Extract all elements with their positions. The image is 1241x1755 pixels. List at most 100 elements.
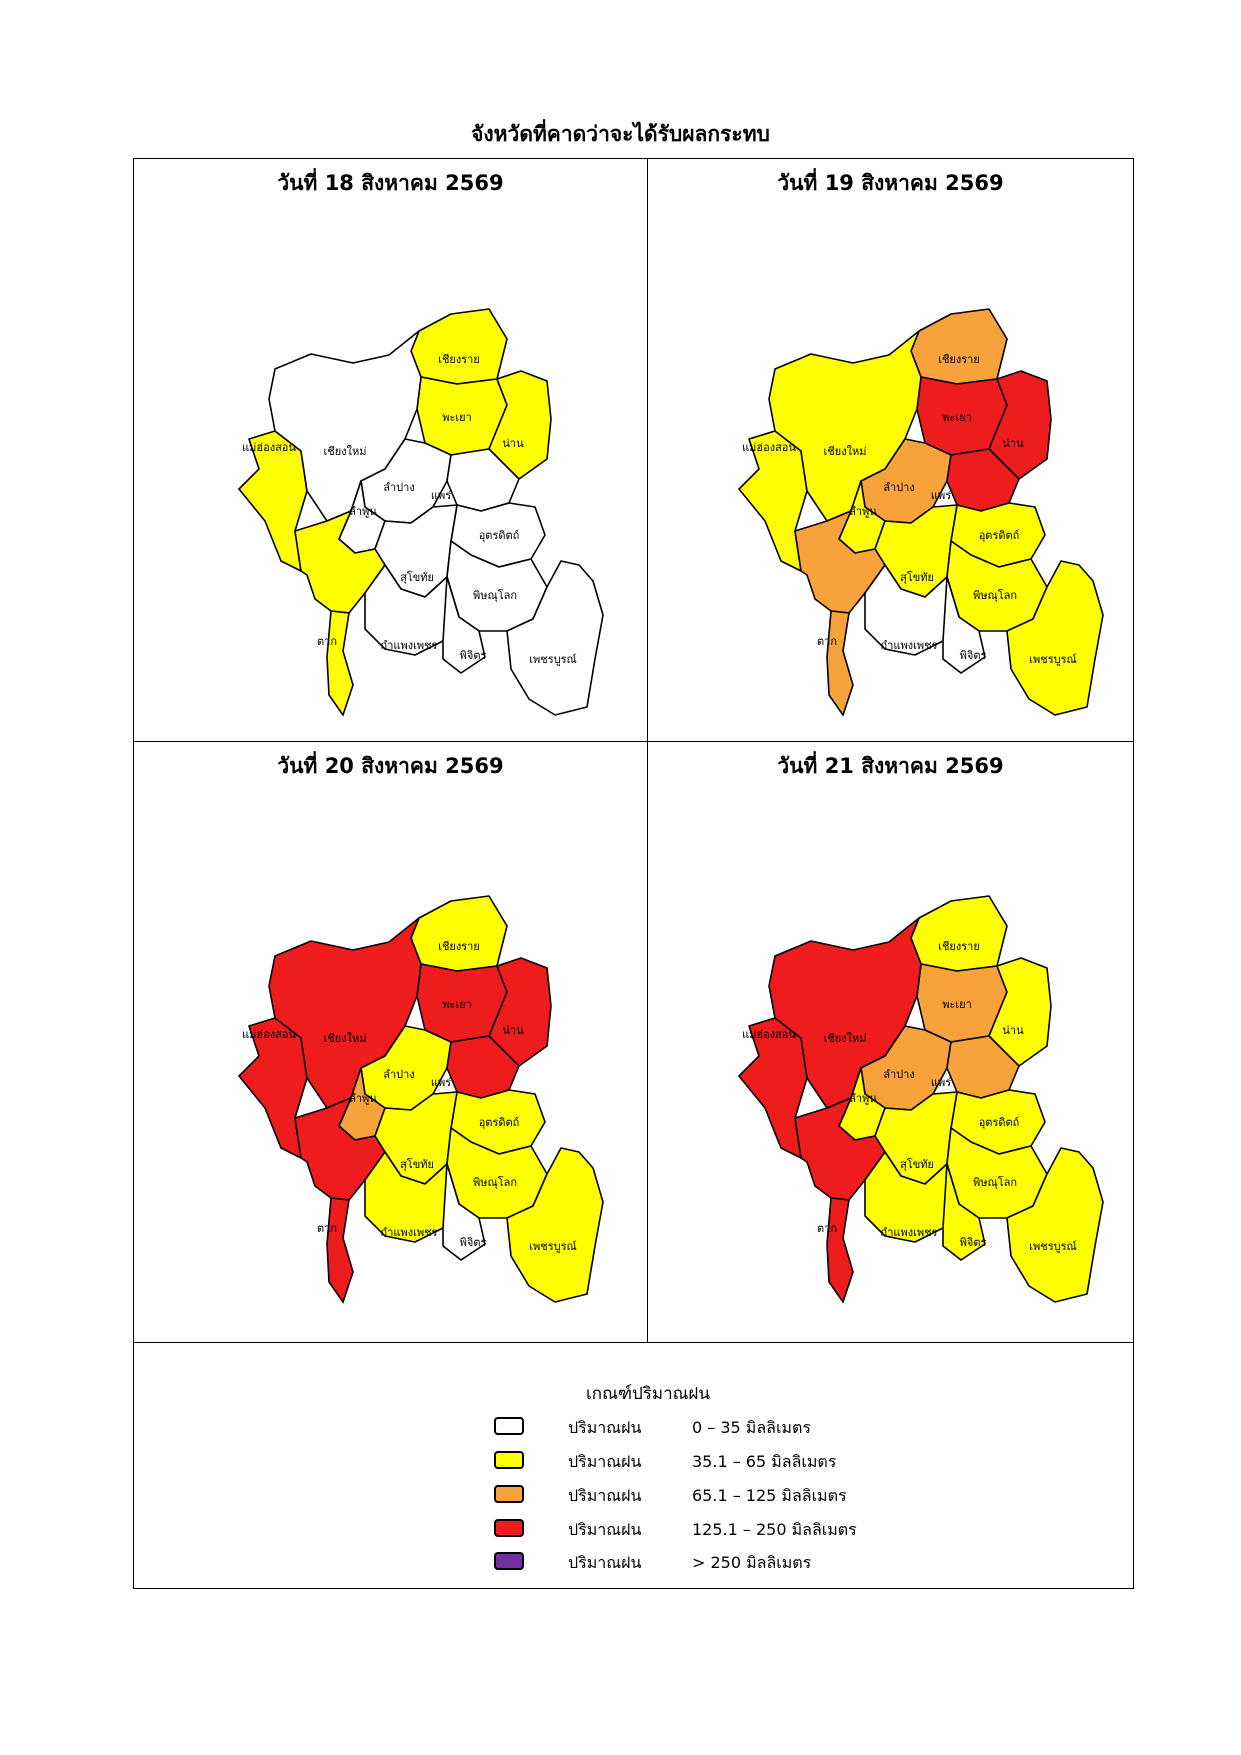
province-label: ลำปาง xyxy=(883,1068,914,1081)
province-พิจิตร xyxy=(442,576,486,674)
province-เชียงราย xyxy=(410,895,508,972)
province-พิจิตร xyxy=(942,576,986,674)
legend-range: 125.1 – 250 มิลลิเมตร xyxy=(692,1520,857,1539)
province-label: แพร่ xyxy=(931,489,951,502)
province-label: ตาก xyxy=(817,1222,837,1235)
province-label: พิจิตร xyxy=(460,649,487,662)
province-label: น่าน xyxy=(502,437,524,450)
province-label: ลำปาง xyxy=(383,1068,414,1081)
province-เพชรบูรณ์ xyxy=(1006,560,1104,716)
legend-swatch xyxy=(494,1485,524,1503)
province-label: ลำปาง xyxy=(883,481,914,494)
panel-date-title: วันที่ 21 สิงหาคม 2569 xyxy=(777,754,1004,778)
province-label: พิจิตร xyxy=(960,649,987,662)
province-label: เชียงราย xyxy=(938,353,980,366)
province-label: กำแพงเพชร xyxy=(881,639,938,652)
legend-range: 65.1 – 125 มิลลิเมตร xyxy=(692,1486,847,1505)
province-label: สุโขทัย xyxy=(400,1157,434,1171)
province-label: น่าน xyxy=(502,1024,524,1037)
province-label: ลำพูน xyxy=(849,505,877,518)
map-frame: วันที่ 18 สิงหาคม 2569 เชียงราย พะเยา น่าน… xyxy=(133,158,1134,1589)
legend-swatch xyxy=(494,1417,524,1435)
panel-divider-horizontal-1 xyxy=(134,741,1133,742)
province-label: ตาก xyxy=(317,1222,337,1235)
province-label: พะเยา xyxy=(442,998,472,1011)
page-title: จังหวัดที่คาดว่าจะได้รับผลกระทบ xyxy=(471,122,770,146)
province-label: พิจิตร xyxy=(960,1236,987,1249)
province-label: พะเยา xyxy=(942,998,972,1011)
province-เชียงราย xyxy=(410,308,508,385)
province-label: สุโขทัย xyxy=(900,570,934,584)
legend-swatch xyxy=(494,1451,524,1469)
province-label: แพร่ xyxy=(931,1076,951,1089)
province-เพชรบูรณ์ xyxy=(1006,1147,1104,1303)
province-label: อุตรดิตถ์ xyxy=(479,1116,520,1129)
province-ตาก-south xyxy=(326,1197,354,1304)
province-ตาก-south xyxy=(826,1197,854,1304)
legend-label: ปริมาณฝน xyxy=(568,1520,642,1539)
legend-title: เกณฑ์ปริมาณฝน xyxy=(586,1384,711,1404)
province-label: แพร่ xyxy=(431,489,451,502)
province-label: แพร่ xyxy=(431,1076,451,1089)
province-label: เพชรบูรณ์ xyxy=(529,1240,576,1253)
province-label: พะเยา xyxy=(942,411,972,424)
province-label: เชียงใหม่ xyxy=(324,1032,367,1045)
legend-range: 35.1 – 65 มิลลิเมตร xyxy=(692,1452,837,1471)
province-label: ลำพูน xyxy=(349,505,377,518)
province-label: แม่ฮ่องสอน xyxy=(242,1028,296,1041)
province-label: น่าน xyxy=(1002,1024,1024,1037)
province-เชียงราย xyxy=(910,308,1008,385)
province-label: ตาก xyxy=(817,635,837,648)
province-label: อุตรดิตถ์ xyxy=(979,529,1020,542)
legend-label: ปริมาณฝน xyxy=(568,1452,642,1471)
province-พิจิตร xyxy=(942,1163,986,1261)
province-label: เพชรบูรณ์ xyxy=(1029,1240,1076,1253)
province-label: กำแพงเพชร xyxy=(381,639,438,652)
province-label: กำแพงเพชร xyxy=(381,1226,438,1239)
province-label: เพชรบูรณ์ xyxy=(529,653,576,666)
province-label: ลำพูน xyxy=(849,1092,877,1105)
province-ตาก-south xyxy=(826,610,854,717)
legend-label: ปริมาณฝน xyxy=(568,1418,642,1437)
legend-range: > 250 มิลลิเมตร xyxy=(692,1553,812,1572)
province-label: สุโขทัย xyxy=(900,1157,934,1171)
map-panel-1: วันที่ 18 สิงหาคม 2569 เชียงรายพะเยาน่าน… xyxy=(134,159,647,741)
province-label: อุตรดิตถ์ xyxy=(979,1116,1020,1129)
province-label: ตาก xyxy=(317,635,337,648)
panel-divider-vertical xyxy=(647,159,648,1342)
panel-date-title: วันที่ 19 สิงหาคม 2569 xyxy=(777,171,1004,195)
province-label: กำแพงเพชร xyxy=(881,1226,938,1239)
legend-swatch xyxy=(494,1519,524,1537)
legend-range: 0 – 35 มิลลิเมตร xyxy=(692,1418,811,1437)
province-น่าน xyxy=(488,957,552,1067)
panel-divider-horizontal-2 xyxy=(134,1342,1133,1343)
province-label: น่าน xyxy=(1002,437,1024,450)
province-label: อุตรดิตถ์ xyxy=(479,529,520,542)
province-label: เชียงใหม่ xyxy=(824,445,867,458)
legend-label: ปริมาณฝน xyxy=(568,1486,642,1505)
province-เชียงราย xyxy=(910,895,1008,972)
province-label: พิษณุโลก xyxy=(973,1175,1017,1189)
province-label: พิษณุโลก xyxy=(473,1175,517,1189)
map-panel-3: วันที่ 20 สิงหาคม 2569 เชียงราย พะเยา น่าน… xyxy=(134,742,647,1342)
province-label: พิษณุโลก xyxy=(473,588,517,602)
province-ตาก-south xyxy=(326,610,354,717)
province-label: พิษณุโลก xyxy=(973,588,1017,602)
province-label: เชียงราย xyxy=(938,940,980,953)
map-panel-2: วันที่ 19 สิงหาคม 2569 เชียงรายพะเยาน่าน… xyxy=(648,159,1133,741)
province-label: สุโขทัย xyxy=(400,570,434,584)
province-เพชรบูรณ์ xyxy=(506,1147,604,1303)
province-label: เชียงใหม่ xyxy=(324,445,367,458)
province-label: ลำพูน xyxy=(349,1092,377,1105)
panel-date-title: วันที่ 18 สิงหาคม 2569 xyxy=(277,171,504,195)
province-label: ลำปาง xyxy=(383,481,414,494)
province-label: แม่ฮ่องสอน xyxy=(742,1028,796,1041)
province-label: เชียงราย xyxy=(438,353,480,366)
province-น่าน xyxy=(488,370,552,480)
panel-date-title: วันที่ 20 สิงหาคม 2569 xyxy=(277,754,504,778)
province-label: พะเยา xyxy=(442,411,472,424)
